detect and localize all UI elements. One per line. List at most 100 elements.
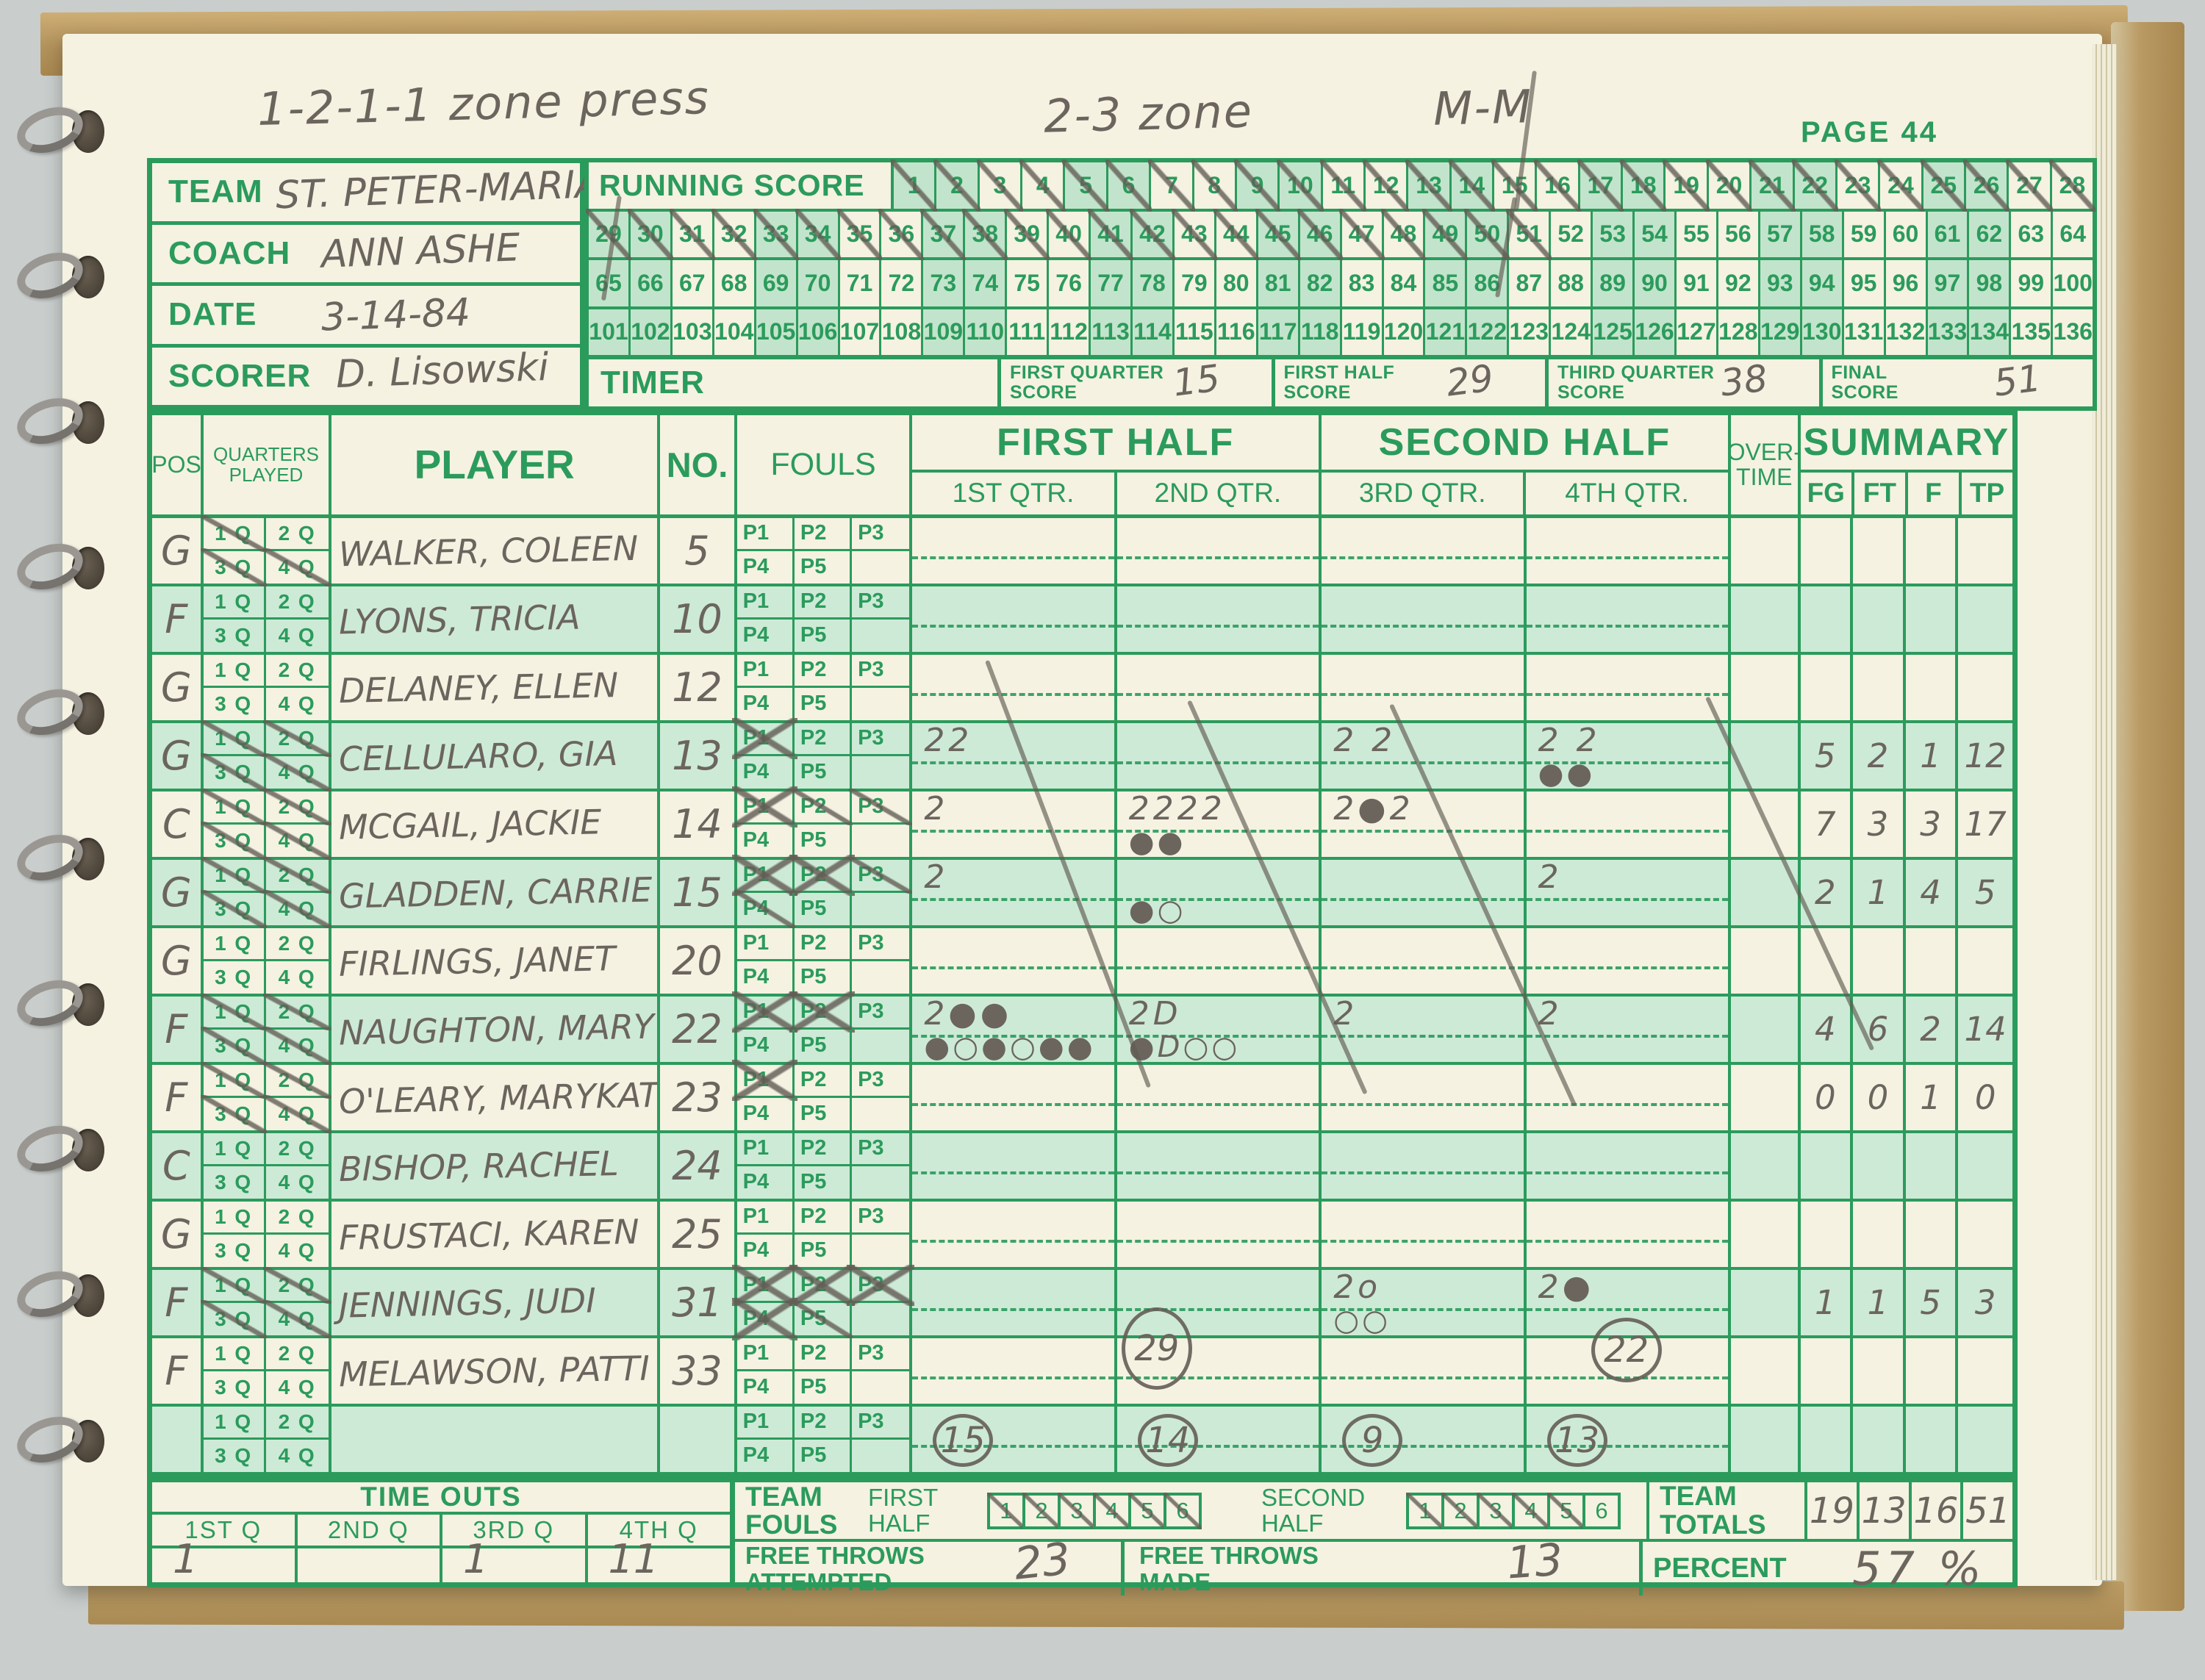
running-score-cell: 52 (1551, 211, 1593, 257)
summary-cell (1958, 518, 2012, 584)
quarter-played-box: 1 Q (203, 1338, 266, 1371)
pos-value: F (165, 1279, 188, 1326)
score-marks-bottom: ●○ (1128, 894, 1186, 927)
player-name-cell: MELAWSON, PATTI (331, 1338, 661, 1404)
quarter-played-box: 3 Q (200, 1026, 267, 1065)
score-marks-top: 2●2 (1333, 790, 1414, 828)
pos-cell: G (152, 928, 204, 994)
quarter-played-box: 3 Q (200, 889, 267, 928)
timeout-col: 2ND Q (297, 1515, 442, 1582)
running-score-cell: 96 (1886, 260, 1928, 306)
running-score-cell: 107 (840, 309, 882, 355)
score-q1-cell: 2 (912, 790, 1117, 857)
quarter-score-value: 38 (1718, 356, 1770, 405)
personal-foul-box: P2 (794, 1338, 853, 1371)
running-score-cell: 95 (1844, 260, 1886, 306)
summary-cell: 3 (1958, 1270, 2012, 1335)
personal-foul-box: P3 (852, 1202, 910, 1235)
personal-foul-box: P3 (852, 1065, 910, 1098)
player-name-cell: BISHOP, RACHEL (331, 1133, 661, 1199)
pos-value: C (162, 801, 190, 847)
player-number: 20 (672, 938, 723, 984)
info-label: DATE (168, 296, 257, 333)
player-number-cell (660, 1407, 737, 1472)
summary-cell: 0 (1958, 1065, 2012, 1130)
player-name-cell (331, 1407, 661, 1472)
quarter-played-box: 1 Q (200, 994, 267, 1030)
header-tp: TP (1969, 478, 2005, 509)
info-value: ANN ASHE (320, 225, 521, 277)
running-score-label: RUNNING SCORE (589, 162, 894, 209)
personal-foul-box: P5 (795, 1371, 853, 1404)
summary-value: 12 (1964, 736, 2007, 775)
quarter-score-value: 29 (1444, 356, 1496, 405)
running-score-cell: 127 (1677, 309, 1718, 355)
running-score-cell: 136 (2053, 318, 2093, 345)
running-score-cell: 12 (1362, 159, 1410, 211)
running-score-cell: 18 (1620, 159, 1667, 211)
summary-value: 0 (1867, 1078, 1889, 1117)
running-score-cell: 115 (1175, 309, 1216, 355)
summary-value: 4 (1815, 1010, 1836, 1049)
info-label: TEAM (168, 173, 263, 210)
score-marks-top: 2o (1333, 1268, 1382, 1306)
timeout-quarter-label: 4TH Q (587, 1515, 730, 1548)
player-name-cell: FIRLINGS, JANET (331, 928, 661, 994)
circled-quarter-total: 9 (1342, 1414, 1403, 1467)
running-score-cell: 27 (2006, 159, 2054, 211)
personal-foul-box: P5 (795, 824, 853, 857)
running-score-cell: 70 (797, 260, 840, 306)
timeout-tally: 1 (463, 1536, 489, 1582)
pos-value: F (165, 1348, 188, 1394)
summary-cell: 2 (1801, 860, 1854, 925)
header-first-half: FIRST HALF 1ST QTR. 2ND QTR. (912, 415, 1322, 514)
header-player: PLAYER (331, 415, 661, 514)
personal-foul-box: P2 (791, 789, 853, 825)
personal-foul-box: P2 (794, 1065, 853, 1098)
score-q2-cell (1116, 1202, 1322, 1267)
fouls-cell: P1 P2 P3 P4 P5 (731, 786, 913, 857)
overtime-cell (1731, 586, 1801, 652)
score-q1-cell (912, 1133, 1117, 1199)
personal-foul-box: P3 (852, 586, 910, 620)
timeout-quarter-label: 2ND Q (297, 1515, 440, 1548)
binding-hole (72, 1420, 104, 1462)
game-info-block: TEAM ST. PETER-MARIAN COACH ANN ASHE DATE 3-1… (147, 158, 631, 410)
running-score-cell: 56 (1718, 211, 1760, 257)
summary-value: 5 (1815, 736, 1836, 775)
running-score-grid: RUNNING SCORE 1 2 3 4 5 6 7 8 9 10 11 12 13 14 15 16 17 18… (584, 158, 2097, 359)
personal-foul-box: P4 (737, 755, 795, 789)
personal-foul-box (852, 688, 909, 721)
personal-foul-box: P3 (852, 1338, 910, 1371)
running-score-cell: 71 (840, 260, 882, 306)
running-score-cell: 123 (1509, 309, 1552, 355)
score-q1-cell: 2●● ●○●○●● (912, 995, 1117, 1064)
summary-cell: 3 (1853, 791, 1906, 857)
running-score-cell: 120 (1384, 309, 1426, 355)
running-score-cell: 99 (2011, 260, 2054, 306)
pos-cell: C (152, 1133, 204, 1199)
quarter-played-box: 3 Q (200, 548, 267, 586)
quarter-score-value: 15 (1170, 356, 1222, 405)
header-q3: 3RD QTR. (1322, 473, 1527, 514)
quarter-played-box: 4 Q (278, 692, 316, 715)
running-score-cell: 131 (1844, 309, 1886, 355)
info-label: COACH (168, 234, 291, 271)
circled-quarter-total: 13 (1546, 1414, 1607, 1467)
quarter-played-box: 4 Q (262, 1026, 331, 1065)
running-score-cell: 94 (1801, 260, 1844, 306)
personal-foul-box (852, 1440, 909, 1473)
running-score-cell: 14 (1448, 159, 1496, 211)
quarter-played-box: 2 Q (265, 1338, 329, 1371)
overtime-cell (1731, 1133, 1801, 1199)
summary-value: 0 (1974, 1078, 1996, 1117)
personal-foul-box: P3 (847, 1265, 915, 1305)
player-number-cell: 15 (660, 860, 737, 925)
summary-cell: 4 (1906, 860, 1959, 925)
binding-hole (72, 1274, 104, 1317)
